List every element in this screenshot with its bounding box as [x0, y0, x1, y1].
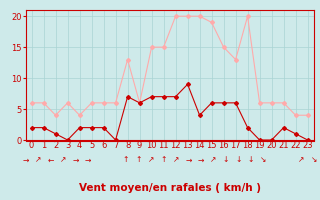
- Text: ↗: ↗: [210, 156, 217, 164]
- Text: →: →: [185, 156, 192, 164]
- Text: →: →: [198, 156, 204, 164]
- Text: →: →: [73, 156, 79, 164]
- Text: ↗: ↗: [60, 156, 66, 164]
- Text: →: →: [85, 156, 92, 164]
- Text: ↓: ↓: [248, 156, 254, 164]
- Text: Vent moyen/en rafales ( km/h ): Vent moyen/en rafales ( km/h ): [79, 183, 260, 193]
- Text: ←: ←: [47, 156, 54, 164]
- Text: ↑: ↑: [135, 156, 141, 164]
- Text: →: →: [22, 156, 29, 164]
- Text: ↑: ↑: [160, 156, 166, 164]
- Text: ↘: ↘: [260, 156, 267, 164]
- Text: ↗: ↗: [173, 156, 179, 164]
- Text: ↗: ↗: [298, 156, 304, 164]
- Text: ↗: ↗: [148, 156, 154, 164]
- Text: ↗: ↗: [35, 156, 41, 164]
- Text: ↓: ↓: [235, 156, 242, 164]
- Text: ↑: ↑: [123, 156, 129, 164]
- Text: ↓: ↓: [223, 156, 229, 164]
- Text: ↘: ↘: [310, 156, 317, 164]
